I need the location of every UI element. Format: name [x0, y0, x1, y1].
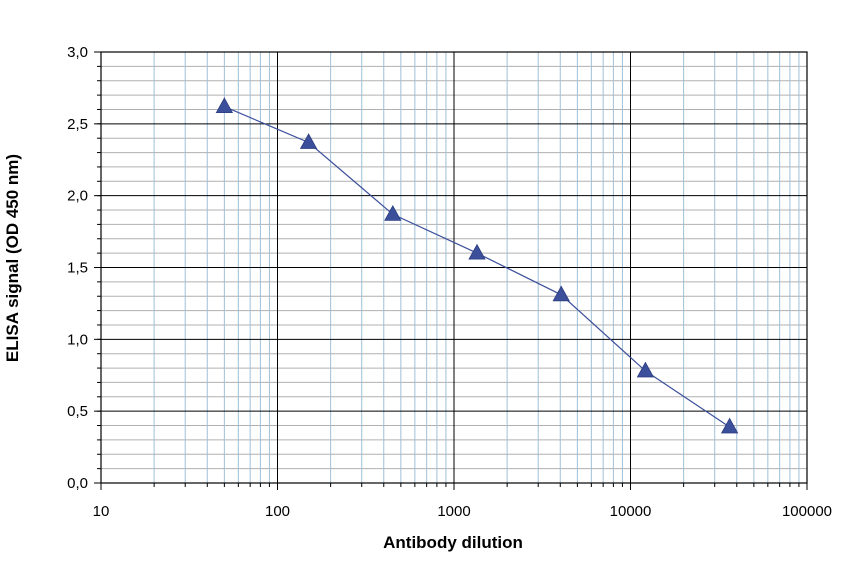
data-point-marker: [720, 417, 739, 434]
data-series: [215, 97, 739, 434]
y-tick-label: 1,5: [67, 260, 88, 277]
y-tick-label: 0,0: [67, 475, 88, 492]
x-tick-label: 100: [265, 503, 290, 520]
y-tick-label: 0,5: [67, 403, 88, 420]
data-point-marker: [468, 243, 486, 260]
series-line: [224, 106, 730, 428]
grid: [100, 51, 808, 484]
data-point-marker: [552, 285, 570, 302]
x-tick-label: 10000: [610, 503, 652, 520]
y-tick-labels: 0,0 0,5 1,0 1,5 2,0 2,5 3,0: [67, 44, 88, 492]
y-axis-title: ELISA signal (OD 450 nm): [3, 154, 22, 362]
plot-frame: [94, 51, 808, 490]
y-tick-label: 1,0: [67, 331, 88, 348]
x-tick-label: 10: [93, 503, 110, 520]
data-point-marker: [299, 133, 318, 149]
data-point-marker: [636, 361, 655, 378]
x-tick-label: 1000: [437, 503, 470, 520]
x-tick-label: 100000: [782, 503, 832, 520]
data-point-marker: [384, 205, 402, 221]
x-axis-title: Antibody dilution: [383, 533, 523, 552]
y-tick-label: 2,5: [67, 116, 88, 133]
data-point-marker: [215, 97, 234, 113]
x-tick-labels: 10 100 1000 10000 100000: [93, 503, 832, 520]
y-tick-label: 3,0: [67, 44, 88, 61]
y-tick-label: 2,0: [67, 188, 88, 205]
